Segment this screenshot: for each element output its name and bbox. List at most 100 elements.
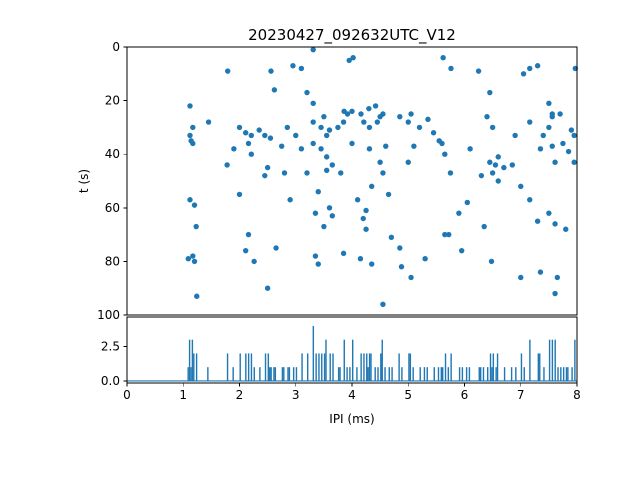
- hist-bar: [339, 367, 341, 381]
- hist-bar: [267, 353, 270, 381]
- x-tick-label: 7: [517, 388, 525, 402]
- hist-bar: [551, 339, 554, 381]
- scatter-point: [546, 124, 552, 131]
- scatter-point: [439, 140, 445, 147]
- scatter-point: [340, 119, 347, 125]
- hist-bar: [232, 367, 234, 381]
- y-tick-label: 60: [105, 201, 120, 215]
- scatter-point: [475, 68, 482, 74]
- scatter-point: [537, 269, 544, 275]
- scatter-point: [527, 119, 533, 125]
- scatter-point: [191, 202, 198, 208]
- hist-bar: [574, 339, 576, 381]
- scatter-point: [377, 159, 383, 165]
- scatter-point: [464, 199, 471, 206]
- hist-bar: [419, 367, 421, 381]
- scatter-point: [293, 132, 299, 139]
- scatter-point: [565, 148, 572, 155]
- y-tick-label: 0: [112, 40, 120, 54]
- hist-bar: [482, 367, 485, 381]
- scatter-point: [329, 162, 336, 168]
- scatter-point: [326, 127, 333, 133]
- scatter-point: [361, 119, 367, 125]
- scatter-point: [298, 65, 305, 72]
- scatter-point: [440, 55, 446, 61]
- scatter-point: [388, 234, 395, 240]
- scatter-point: [552, 159, 558, 165]
- hist-bar: [321, 353, 323, 381]
- scatter-point: [377, 113, 383, 120]
- scatter-point: [256, 127, 262, 133]
- scatter-point: [430, 130, 437, 136]
- hist-bar: [503, 367, 506, 381]
- hist-bar: [433, 367, 435, 381]
- hist-bar: [447, 367, 450, 381]
- scatter-point: [481, 223, 487, 230]
- hist-bar: [496, 353, 499, 381]
- hist-bar: [567, 367, 569, 381]
- hist-bar: [450, 353, 452, 381]
- scatter-point: [231, 146, 237, 152]
- scatter-point: [245, 140, 252, 147]
- hist-bar: [444, 353, 447, 381]
- hist-bar: [207, 367, 209, 381]
- scatter-point: [397, 245, 403, 251]
- scatter-point: [416, 124, 423, 131]
- scatter-point: [383, 143, 389, 149]
- y-tick-label: 80: [105, 254, 120, 268]
- x-tick-label: 2: [236, 388, 244, 402]
- scatter-point: [187, 132, 193, 139]
- hist-bar: [245, 353, 247, 381]
- scatter-point: [321, 113, 327, 120]
- scatter-point: [329, 213, 336, 219]
- hist-bar: [283, 367, 285, 381]
- hist-bar: [193, 353, 195, 381]
- hist-bar: [307, 353, 309, 381]
- scatter-point: [366, 105, 372, 112]
- hist-bar: [370, 353, 372, 381]
- scatter-point: [398, 264, 405, 270]
- scatter-point: [346, 57, 352, 64]
- hist-bar: [247, 353, 250, 381]
- hist-bar: [352, 339, 354, 381]
- hist-bar: [440, 367, 442, 381]
- y-tick-label: 0.0: [101, 374, 120, 388]
- scatter-point: [340, 250, 347, 257]
- scatter-point: [326, 205, 333, 211]
- scatter-point: [264, 164, 271, 171]
- hist-bar: [478, 367, 480, 381]
- hist-bar: [479, 367, 482, 381]
- hist-bar: [537, 353, 540, 381]
- x-tick-label: 4: [348, 388, 356, 402]
- hist-bar: [388, 367, 390, 381]
- scatter-point: [318, 146, 324, 152]
- x-tick-label: 0: [123, 388, 131, 402]
- scatter-point: [552, 290, 558, 297]
- hist-bar: [560, 367, 562, 381]
- scatter-point: [447, 170, 454, 176]
- hist-bar: [554, 339, 556, 381]
- x-tick-label: 6: [461, 388, 469, 402]
- scatter-point: [518, 274, 524, 281]
- scatter-point: [534, 63, 541, 69]
- hist-bar: [356, 367, 358, 381]
- hist-bar: [273, 367, 275, 381]
- scatter-point: [411, 143, 417, 149]
- hist-bar: [253, 367, 255, 381]
- hist-bar: [381, 339, 383, 381]
- hist-bar: [571, 367, 573, 381]
- scatter-point: [397, 113, 403, 120]
- hist-bar: [270, 367, 272, 381]
- hist-bar: [287, 367, 289, 381]
- scatter-point: [549, 143, 555, 149]
- scatter-point: [245, 231, 252, 238]
- hist-bar: [409, 353, 412, 381]
- scatter-point: [501, 164, 507, 171]
- hist-bar: [312, 325, 315, 381]
- hist-bar: [408, 353, 410, 381]
- hist-bar: [337, 367, 340, 381]
- hist-bar: [426, 367, 428, 381]
- scatter-point: [310, 119, 316, 125]
- hist-bar: [281, 367, 284, 381]
